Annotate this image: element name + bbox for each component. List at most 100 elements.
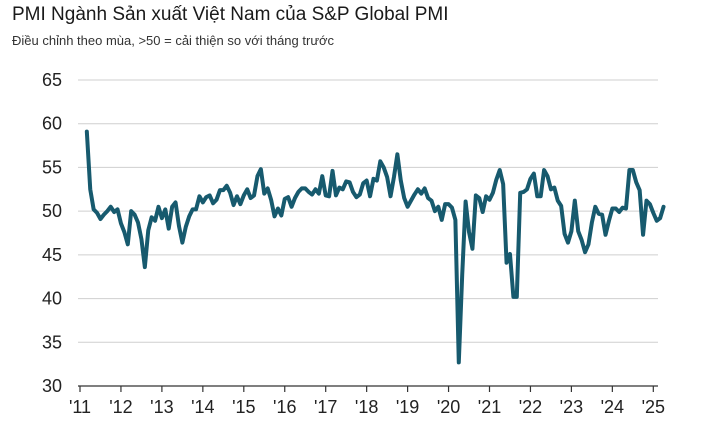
x-tick-label: '14 [191,397,214,417]
data-point [644,199,648,203]
data-point [252,193,256,197]
data-point [249,196,253,200]
data-point [156,205,160,209]
data-point [208,193,212,197]
x-tick-label: '20 [437,397,460,417]
data-point [614,207,618,211]
data-point [201,200,205,204]
data-point [238,202,242,206]
data-point [518,191,522,195]
data-point [286,195,290,199]
data-point [515,295,519,299]
data-point [423,186,427,190]
data-point [607,219,611,223]
data-point [580,238,584,242]
data-point [341,187,345,191]
data-point [624,207,628,211]
data-point [88,187,92,191]
data-point [211,201,215,205]
data-point [303,186,307,190]
data-point [348,180,352,184]
series-group [84,129,666,365]
data-point [354,195,358,199]
data-point [293,196,297,200]
data-point [593,205,597,209]
data-point [569,229,573,233]
x-tick-label: '18 [355,397,378,417]
x-tick-label: '19 [396,397,419,417]
y-tick-label: 30 [42,376,62,396]
y-tick-label: 55 [42,157,62,177]
data-point [126,242,130,246]
data-point [433,209,437,213]
data-point [494,178,498,182]
data-point [204,195,208,199]
data-point [631,168,635,172]
data-point [549,187,553,191]
data-point [283,197,287,201]
data-point [600,213,604,217]
data-point [129,209,133,213]
data-point [187,214,191,218]
data-point [116,207,120,211]
data-point [443,202,447,206]
data-point [331,169,335,173]
data-point [546,174,550,178]
data-point [542,168,546,172]
data-point [133,213,137,217]
data-point [453,218,457,222]
data-point [505,261,509,265]
data-point [266,186,270,190]
data-point [498,168,502,172]
data-point [163,207,167,211]
data-point [337,186,341,190]
data-point [586,242,590,246]
data-point [474,193,478,197]
data-point [375,179,379,183]
data-point [170,205,174,209]
data-point [429,199,433,203]
data-point [262,192,266,196]
data-point [269,198,273,202]
y-tick-label: 60 [42,114,62,134]
data-point [276,207,280,211]
data-point [501,182,505,186]
data-point [259,167,263,171]
data-point [143,265,147,269]
data-point [617,210,621,214]
data-point [365,179,369,183]
data-point [539,194,543,198]
data-point [273,214,277,218]
data-point [389,194,393,198]
x-tick-label: '11 [69,397,91,417]
data-point [225,184,229,188]
data-point [378,159,382,163]
data-point [313,187,317,191]
data-point [191,207,195,211]
data-point [556,199,560,203]
data-point [426,196,430,200]
x-tick-label: '16 [273,397,296,417]
data-point [481,210,485,214]
data-point [522,190,526,194]
data-point [245,187,249,191]
data-point [491,191,495,195]
data-point [160,216,164,220]
data-point [412,193,416,197]
data-point [228,191,232,195]
data-point [382,165,386,169]
data-point [122,230,126,234]
data-point [447,202,451,206]
data-point [488,198,492,202]
data-point [655,219,659,223]
data-point [440,218,444,222]
data-point [406,205,410,209]
data-point [255,174,259,178]
y-tick-label: 45 [42,245,62,265]
data-point [508,252,512,256]
x-tick-label: '17 [314,397,337,417]
data-point [358,193,362,197]
data-point [484,194,488,198]
data-point [136,221,140,225]
